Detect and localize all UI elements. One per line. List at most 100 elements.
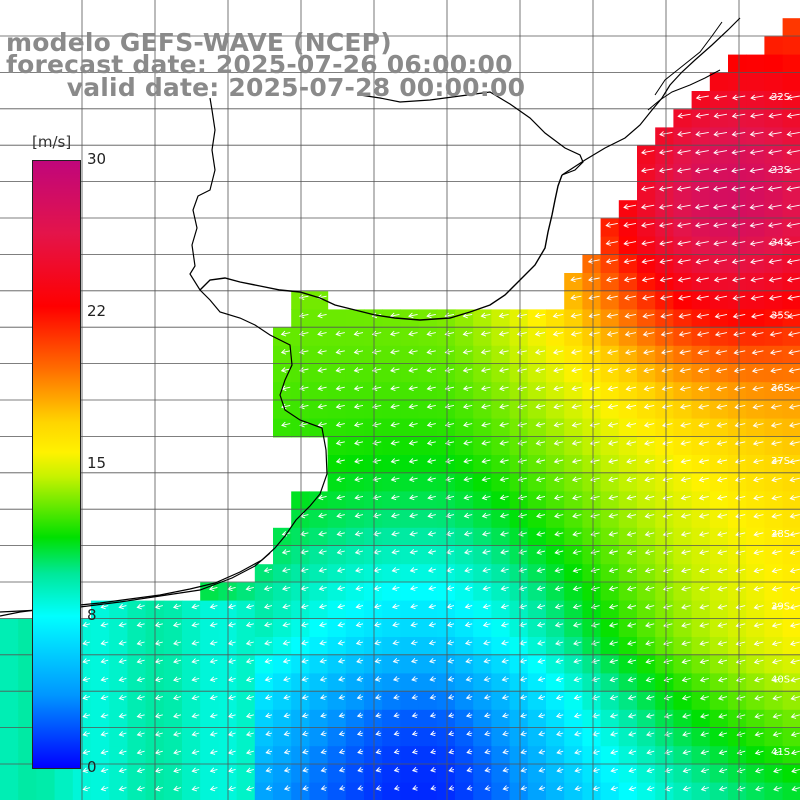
field-cell [436,364,456,383]
field-cell [491,709,511,729]
wind-arrow [498,349,509,355]
field-cell [18,782,37,800]
field-cell [691,309,711,329]
wind-arrow [554,621,564,628]
wind-arrow [767,222,782,228]
field-cell [600,509,620,529]
wind-arrow [554,585,564,592]
field-cell [200,582,219,602]
wind-arrow [374,657,382,664]
wind-arrow [643,367,655,374]
field-cell [345,709,365,729]
wind-arrow [714,331,728,337]
field-cell [709,673,729,693]
field-cell [273,691,292,711]
field-cell [200,782,219,800]
wind-arrow [462,367,473,373]
wind-arrow [716,494,728,501]
field-cell [254,564,274,583]
wind-arrow [628,767,637,774]
wind-arrow [447,694,455,700]
field-cell [582,400,602,420]
field-cell [600,564,620,583]
wind-arrow [463,494,473,501]
field-cell [600,691,620,711]
field-cell [637,200,656,219]
field-cell [309,327,329,347]
field-cell [436,455,456,474]
wind-arrow [209,676,218,683]
wind-arrow [694,185,709,192]
field-cell [546,746,565,765]
field-cell [564,491,583,511]
field-cell [309,673,329,693]
field-cell [418,637,438,656]
field-cell [309,527,329,547]
field-cell [400,364,420,383]
wind-arrow [209,785,218,792]
wind-arrow [694,222,709,229]
wind-arrow [608,585,618,592]
wind-arrow [556,785,564,792]
field-cell [637,618,656,638]
wind-arrow [627,712,637,719]
field-cell [309,382,329,401]
field-cell [163,782,183,800]
field-cell [564,436,583,456]
wind-arrow [713,94,728,101]
wind-arrow [789,567,800,574]
wind-arrow [317,403,327,410]
wind-arrow [372,476,382,483]
wind-arrow [372,458,382,464]
wind-arrow [609,676,618,683]
wind-arrow [626,603,637,610]
lat-label: 41S [771,747,790,758]
wind-arrow [320,748,327,755]
wind-arrow [680,458,691,465]
field-cell [782,91,800,110]
wind-arrow [677,276,691,283]
field-cell [491,309,511,329]
wind-vectors [82,94,800,792]
field-cell [527,691,547,711]
wind-arrow [605,258,618,265]
field-cell [691,455,711,474]
field-cell [618,728,638,747]
wind-arrow [700,731,709,737]
field-cell [618,600,638,620]
wind-arrow [173,767,182,774]
field-cell [436,764,456,784]
field-cell [673,637,693,656]
wind-arrow [82,712,91,719]
field-cell [455,600,474,620]
wind-arrow [680,494,691,501]
field-cell [0,618,19,638]
wind-arrow [337,621,345,628]
wind-arrow [717,658,728,665]
field-cell [400,382,420,401]
field-cell [728,145,747,165]
wind-arrow [430,766,436,773]
field-cell [436,436,456,456]
wind-arrow [644,549,655,556]
field-cell [382,546,401,565]
field-cell [728,491,747,511]
wind-arrow [607,385,618,392]
wind-arrow [282,639,291,646]
field-cell [18,764,37,784]
wind-arrow [681,604,691,610]
wind-arrow [408,439,418,446]
wind-arrow [283,767,291,773]
wind-arrow [553,421,564,428]
field-cell [655,509,674,529]
field-cell [764,709,784,729]
field-cell [564,345,583,365]
field-cell [200,637,219,656]
wind-arrow [429,676,436,682]
wind-arrow [789,422,800,428]
field-cell [764,455,784,474]
field-cell [764,673,784,693]
field-cell [782,637,800,656]
wind-arrow [283,712,291,719]
wind-arrow [390,348,400,355]
